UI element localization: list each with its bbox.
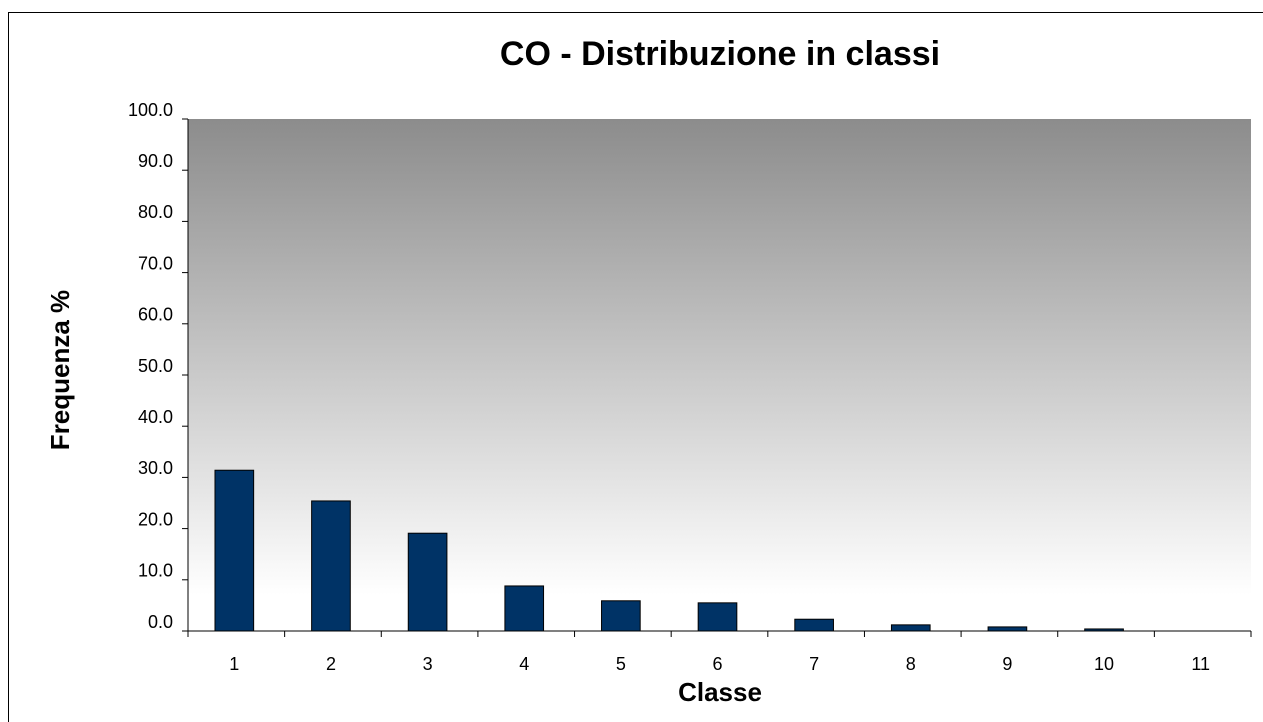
y-tick-label: 20.0 — [138, 509, 173, 529]
x-tick-label: 9 — [1002, 654, 1012, 674]
y-tick-label: 30.0 — [138, 458, 173, 478]
bar — [890, 624, 931, 632]
x-axis-title: Classe — [678, 677, 762, 707]
y-tick-label: 90.0 — [138, 151, 173, 171]
y-tick-label: 40.0 — [138, 407, 173, 427]
bar — [407, 532, 448, 632]
bar — [601, 600, 641, 632]
y-tick-label: 60.0 — [138, 305, 173, 325]
bar — [214, 469, 255, 632]
chart-title: CO - Distribuzione in classi — [500, 35, 940, 73]
y-axis-title: Frequenza % — [45, 290, 75, 450]
bar — [1084, 628, 1124, 632]
x-tick-label: 1 — [229, 654, 239, 674]
x-tick-label: 11 — [1191, 654, 1210, 674]
bar — [697, 602, 738, 632]
x-tick-label: 10 — [1094, 654, 1114, 674]
y-tick-label: 80.0 — [138, 202, 173, 222]
x-tick-label: 5 — [616, 654, 626, 674]
x-tick-label: 6 — [712, 654, 722, 674]
y-tick-label: 50.0 — [138, 356, 173, 376]
x-tick-label: 3 — [423, 654, 433, 674]
x-tick-label: 7 — [809, 654, 819, 674]
bar — [311, 500, 351, 632]
x-tick-label: 4 — [519, 654, 529, 674]
bar — [987, 626, 1028, 632]
x-tick-label: 8 — [906, 654, 916, 674]
plot-area — [188, 119, 1251, 631]
y-tick-label: 0.0 — [148, 612, 173, 632]
bar — [504, 585, 545, 632]
y-tick-label: 100.0 — [128, 100, 173, 120]
y-tick-label: 10.0 — [138, 561, 173, 581]
y-tick-label: 70.0 — [138, 253, 173, 273]
bar — [794, 618, 834, 632]
x-tick-label: 2 — [326, 654, 336, 674]
